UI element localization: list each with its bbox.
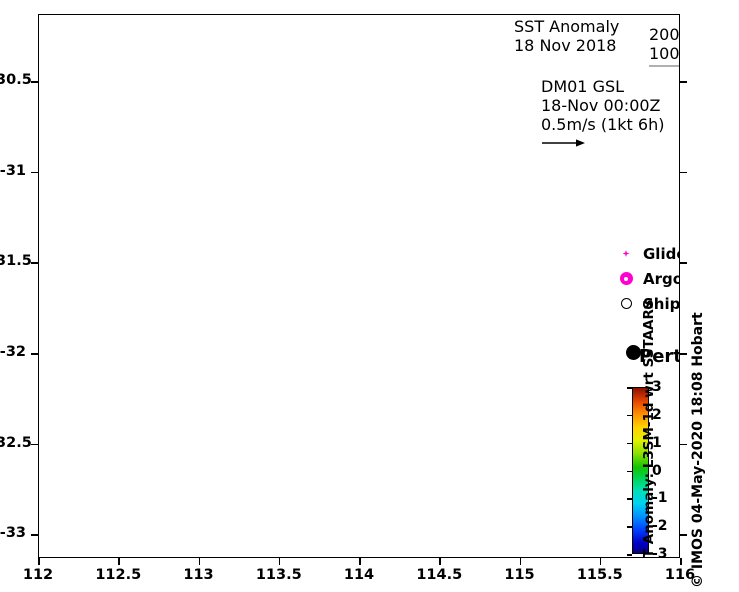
x-tick-label: 113 [183, 567, 214, 583]
legend-item-argo: Argo [613, 266, 680, 291]
y-tick-right [680, 81, 687, 83]
vector-key-platform: DM01 GSL [541, 77, 625, 96]
right-arrow-icon [541, 134, 664, 153]
x-tick-label: 116 [664, 567, 696, 583]
title-line-2: 18 Nov 2018 [514, 36, 617, 55]
colorbar-tick-label: 3 [652, 379, 662, 395]
x-tick [439, 558, 441, 565]
colorbar-tick [627, 470, 632, 472]
depth-200m-label: 200m [649, 25, 680, 44]
legend-label-ship: Ship [643, 294, 680, 313]
x-tick-label: 115 [504, 567, 535, 583]
x-tick-label: 114 [343, 567, 375, 583]
y-tick-label: -31.5 [0, 253, 32, 270]
x-tick-label: 112 [22, 567, 54, 583]
y-tick-right [680, 171, 687, 174]
current-vector-layer [39, 15, 679, 557]
colorbar-tick [627, 414, 632, 417]
x-tick [198, 558, 200, 565]
x-tick [680, 558, 682, 565]
vector-key-speed: 0.5m/s (1kt 6h) [541, 115, 665, 134]
city-label-perth: Perth [639, 346, 679, 367]
colorbar-tick-label: -3 [652, 546, 668, 558]
y-tick-label: -30.5 [0, 72, 32, 89]
argo-circle-icon [613, 272, 639, 285]
y-tick-right [680, 262, 687, 264]
glider-diamond-icon [613, 250, 639, 257]
x-tick-label: 114.5 [416, 567, 463, 583]
legend-label-glider: Glider [643, 244, 679, 263]
colorbar-tick [627, 526, 632, 528]
y-tick-label: -32.5 [0, 434, 32, 451]
ship-open-circle-icon [613, 298, 639, 309]
colorbar-title: SST Anomaly: L3SM-1d wrt SSTAARS [641, 299, 657, 558]
x-tick-label: 112.5 [95, 567, 142, 583]
legend-item-ship: Ship [613, 291, 680, 316]
vector-key-block: DM01 GSL 18-Nov 00:00Z 0.5m/s (1kt 6h) [541, 77, 664, 153]
colorbar-tick [627, 554, 632, 556]
y-tick [31, 353, 38, 355]
x-tick [38, 558, 40, 565]
marker-legend: Glider Argo Ship [613, 241, 680, 316]
colorbar-tick-label: 1 [652, 434, 662, 451]
y-tick-label: -33 [0, 525, 26, 542]
y-tick [31, 262, 38, 264]
y-tick-right [680, 353, 687, 355]
y-tick [31, 443, 38, 446]
x-tick [278, 558, 281, 565]
map-plot-area[interactable]: SST Anomaly 18 Nov 2018 200m 1000m DM01 … [38, 14, 680, 558]
colorbar-gradient [632, 387, 649, 554]
vector-key-timestamp: 18-Nov 00:00Z [541, 96, 661, 115]
title-block: SST Anomaly 18 Nov 2018 [514, 17, 619, 55]
legend-item-glider: Glider [613, 241, 679, 266]
bathymetry-contour-rule [649, 65, 679, 67]
colorbar-tick-label: -1 [652, 490, 668, 507]
y-tick-label: -31 [0, 162, 26, 179]
colorbar-tick [627, 442, 632, 445]
colorbar-tick-label: 0 [652, 462, 662, 479]
colorbar-tick [627, 387, 632, 389]
depth-1000m-label: 1000m [649, 44, 680, 63]
x-tick [519, 558, 521, 565]
x-tick [599, 558, 602, 565]
x-tick-label: 115.5 [576, 567, 623, 583]
y-tick-label: -32 [0, 344, 26, 361]
y-tick-right [680, 534, 687, 536]
x-tick-label: 113.5 [255, 567, 302, 583]
colorbar: 3 2 1 0 -1 -2 -3 [627, 379, 668, 557]
colorbar-tick-label: -2 [652, 518, 668, 535]
y-tick-right [680, 443, 687, 446]
credit-text: © IMOS 04-May-2020 18:08 Hobart [690, 312, 706, 588]
colorbar-tick [627, 498, 632, 500]
y-tick [31, 81, 38, 83]
x-tick [359, 558, 361, 565]
depth-scale-legend: 200m 1000m [649, 25, 680, 67]
colorbar-tick-label: 2 [652, 406, 662, 423]
legend-label-argo: Argo [643, 269, 680, 288]
x-tick [118, 558, 120, 565]
title-line-1: SST Anomaly [514, 17, 620, 36]
city-dot-icon [626, 345, 641, 360]
y-tick [31, 171, 38, 174]
y-tick [31, 534, 38, 536]
